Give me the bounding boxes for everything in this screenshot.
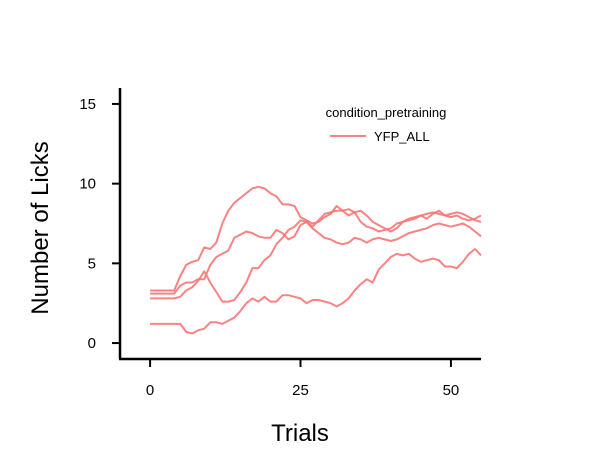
legend: condition_pretraining YFP_ALL bbox=[326, 105, 447, 144]
x-tick-label: 25 bbox=[292, 382, 309, 399]
series-line-3 bbox=[150, 220, 482, 295]
y-axis-title: Number of Licks bbox=[27, 141, 54, 314]
x-ticks: 0 25 50 bbox=[146, 359, 459, 399]
series-line-2 bbox=[150, 185, 482, 292]
y-tick-label: 5 bbox=[88, 255, 96, 272]
series-layer bbox=[150, 185, 482, 335]
y-tick-label: 10 bbox=[79, 176, 96, 193]
series-line-4 bbox=[150, 248, 482, 335]
y-tick-label: 15 bbox=[79, 96, 96, 113]
x-tick-label: 50 bbox=[443, 382, 460, 399]
x-axis-title: Trials bbox=[271, 420, 329, 447]
x-tick-label: 0 bbox=[146, 382, 154, 399]
y-ticks: 0 5 10 15 bbox=[79, 96, 120, 352]
legend-title: condition_pretraining bbox=[326, 105, 447, 120]
y-tick-label: 0 bbox=[88, 335, 96, 352]
legend-label: YFP_ALL bbox=[374, 129, 430, 144]
